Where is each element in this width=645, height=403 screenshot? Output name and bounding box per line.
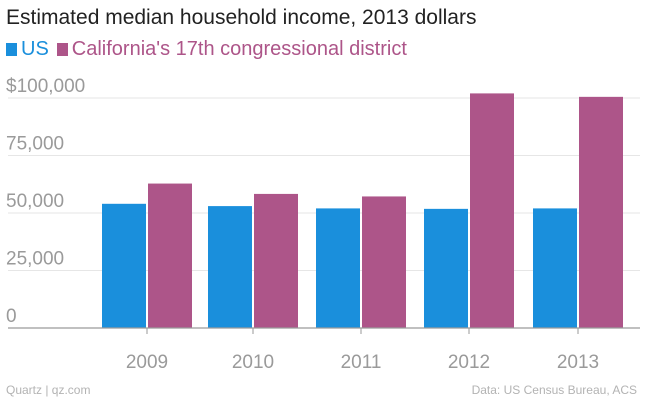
bar-ca17 xyxy=(362,196,406,328)
bar-us xyxy=(424,208,468,328)
x-tick-label: 2012 xyxy=(448,352,490,373)
legend-swatch-ca17 xyxy=(56,43,68,56)
y-tick-label: 75,000 xyxy=(6,134,64,155)
bar-ca17 xyxy=(254,193,298,328)
y-tick-label: $100,000 xyxy=(6,76,85,97)
footer-source-left: Quartz | qz.com xyxy=(6,383,91,397)
bar-ca17 xyxy=(579,96,623,328)
bar-us xyxy=(102,203,146,328)
y-tick-label: 0 xyxy=(6,306,17,327)
y-tick-label: 50,000 xyxy=(6,191,64,212)
bar-us xyxy=(316,208,360,328)
chart-legend: US California's 17th congressional distr… xyxy=(6,38,415,61)
x-tick-label: 2009 xyxy=(126,352,168,373)
bar-us xyxy=(208,206,252,328)
bar-ca17 xyxy=(470,93,514,329)
chart-title: Estimated median household income, 2013 … xyxy=(6,6,477,29)
legend-item-ca17: California's 17th congressional district xyxy=(56,38,407,61)
legend-label-ca17: California's 17th congressional district xyxy=(71,38,407,60)
footer-source-right: Data: US Census Bureau, ACS xyxy=(471,383,637,397)
x-tick-label: 2011 xyxy=(341,352,382,373)
legend-label-us: US xyxy=(21,38,49,60)
legend-swatch-us xyxy=(6,43,17,56)
y-tick-label: 25,000 xyxy=(6,249,64,270)
bar-ca17 xyxy=(148,183,192,328)
legend-item-us: US xyxy=(6,38,49,61)
x-tick-label: 2013 xyxy=(557,352,599,373)
x-tick-label: 2010 xyxy=(232,352,274,373)
bar-us xyxy=(533,208,577,328)
